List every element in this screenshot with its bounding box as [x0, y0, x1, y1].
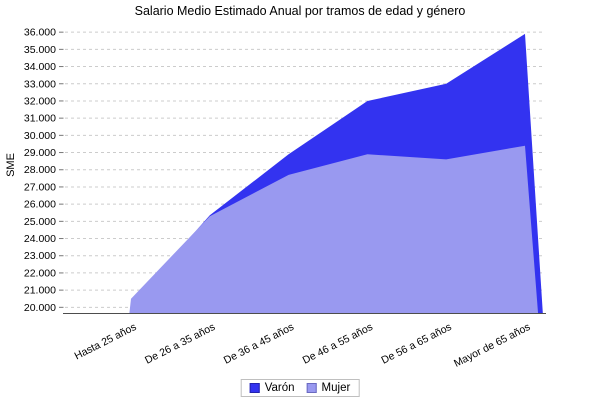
y-tick-label: 27.000	[24, 181, 56, 193]
legend-swatch-varon-icon	[249, 383, 260, 393]
y-tick-label: 22.000	[24, 267, 56, 279]
legend-item-varon: Varón	[249, 382, 295, 394]
y-tick-label: 31.000	[24, 113, 56, 125]
legend-label-varon: Varón	[264, 382, 295, 394]
y-tick-label: 20.000	[24, 302, 56, 314]
y-tick-label: 21.000	[24, 285, 56, 297]
y-tick-label: 29.000	[24, 147, 56, 159]
y-tick-label: 23.000	[24, 250, 56, 262]
legend-label-mujer: Mujer	[321, 382, 351, 394]
area-series-group	[129, 33, 543, 313]
legend: Varón Mujer	[240, 379, 360, 397]
x-category-label: De 26 a 35 años	[143, 321, 217, 367]
y-tick-label: 33.000	[24, 78, 56, 90]
x-category-label: De 56 a 65 años	[379, 321, 453, 367]
y-axis-title: SME	[5, 153, 17, 177]
y-tick-label: 35.000	[24, 44, 56, 56]
legend-item-mujer: Mujer	[306, 382, 351, 394]
chart-title: Salario Medio Estimado Anual por tramos …	[134, 4, 466, 18]
area-mujer	[129, 145, 539, 313]
x-category-label: Mayor de 65 años	[452, 321, 532, 370]
y-tick-label: 36.000	[24, 27, 56, 39]
y-tick-label: 26.000	[24, 199, 56, 211]
y-tick-label: 30.000	[24, 130, 56, 142]
y-tick-label: 24.000	[24, 233, 56, 245]
x-category-label: Hasta 25 años	[73, 321, 139, 362]
legend-swatch-mujer-icon	[306, 383, 317, 393]
y-tick-label: 25.000	[24, 216, 56, 228]
x-category-label: De 46 a 55 años	[301, 321, 375, 367]
y-tick-label: 28.000	[24, 164, 56, 176]
x-category-label: De 36 a 45 años	[222, 321, 296, 367]
y-tick-label: 34.000	[24, 61, 56, 73]
y-tick-label: 32.000	[24, 95, 56, 107]
